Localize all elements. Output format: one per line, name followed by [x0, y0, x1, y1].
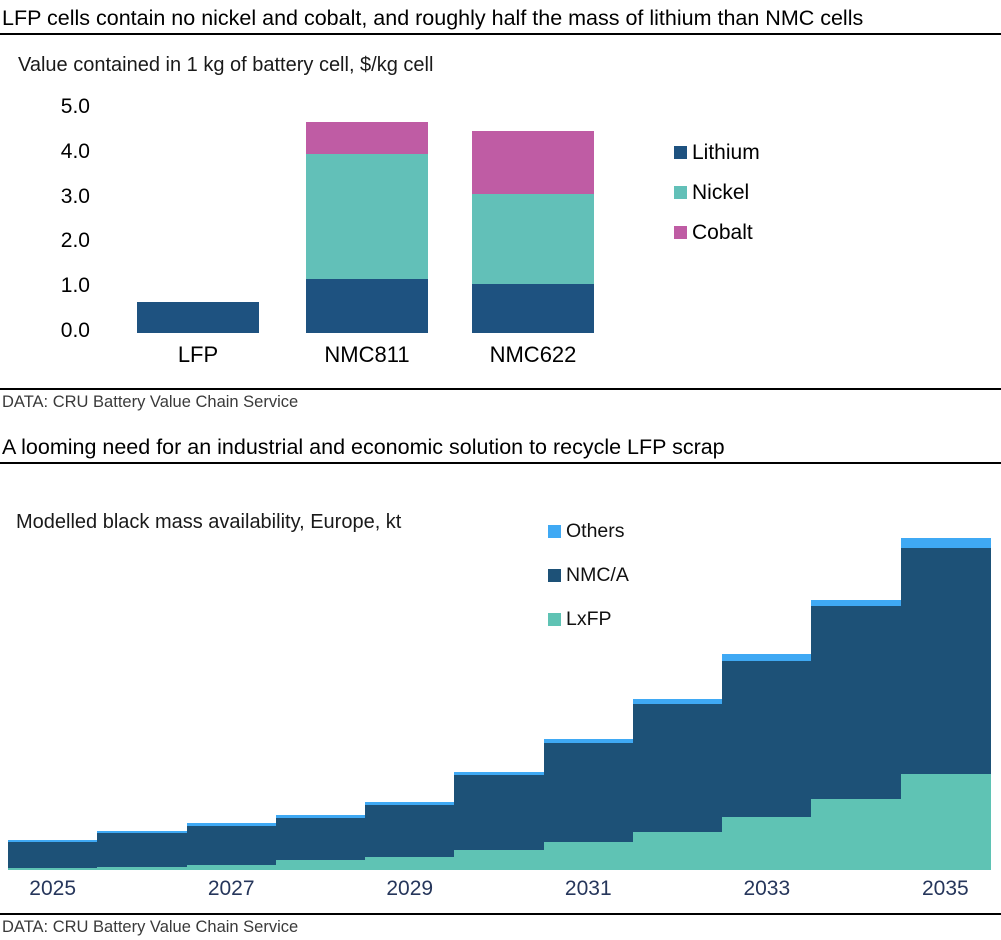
- chart2-xtick-2029: 2029: [386, 877, 434, 900]
- legend-label-lxfp: LxFP: [566, 608, 612, 630]
- chart2-plot-area: [8, 530, 991, 870]
- chart2-step-2033-Others: [722, 654, 813, 661]
- chart1-plot-area: [100, 109, 660, 333]
- chart2-step-2035-Others: [900, 537, 991, 548]
- chart2-legend: Others NMC/A LxFP: [548, 520, 629, 652]
- section2-bottom-rule: [0, 913, 1001, 915]
- chart2-step-2029-NMCA: [365, 805, 456, 857]
- chart2-step-2026-Others: [97, 831, 188, 833]
- chart2-step-2031-LxFP: [543, 842, 634, 870]
- others-swatch-icon: [548, 525, 561, 538]
- chart2-step-2032-Others: [632, 699, 723, 704]
- chart2-step-2031-Others: [543, 739, 634, 743]
- chart2-step-2033-NMCA: [722, 661, 813, 817]
- chart2-step-2032-LxFP: [632, 832, 723, 870]
- chart1-bar-NMC622-Lithium: [472, 283, 594, 333]
- chart1-xtick-NMC622: NMC622: [489, 342, 577, 367]
- lxfp-swatch-icon: [548, 613, 561, 626]
- cobalt-swatch-icon: [674, 226, 687, 239]
- chart2-x-axis: 2025 2027 2029 2031 2033 2035: [8, 877, 990, 901]
- section1-title-underline: [0, 33, 1001, 35]
- chart2-xtick-2027: 2027: [207, 877, 255, 900]
- legend-item-others: Others: [548, 520, 629, 543]
- chart2-step-2032-NMCA: [632, 704, 723, 832]
- legend-item-lithium: Lithium: [674, 141, 760, 164]
- chart1-ytick-4.0: 4.0: [60, 139, 90, 163]
- legend-item-lxfp: LxFP: [548, 608, 629, 631]
- chart2-step-2030-LxFP: [454, 850, 545, 870]
- nickel-swatch-icon: [674, 186, 687, 199]
- legend-label-others: Others: [566, 520, 625, 542]
- legend-item-cobalt: Cobalt: [674, 221, 760, 244]
- section1-title: LFP cells contain no nickel and cobalt, …: [2, 6, 864, 30]
- legend-label-nmca: NMC/A: [566, 564, 629, 586]
- chart2-xtick-2031: 2031: [564, 877, 612, 900]
- section2-source: DATA: CRU Battery Value Chain Service: [2, 918, 299, 936]
- chart2-step-2029-LxFP: [365, 857, 456, 870]
- chart1-bar-NMC622-Cobalt: [472, 131, 594, 195]
- chart2-step-2028-Others: [275, 815, 366, 818]
- legend-label-cobalt: Cobalt: [692, 221, 753, 244]
- chart1-bar-NMC811-Lithium: [306, 279, 428, 333]
- chart1-x-axis: LFP NMC811 NMC622: [100, 342, 660, 368]
- chart2-xtick-2035: 2035: [922, 877, 969, 900]
- chart2-step-2027-LxFP: [186, 865, 277, 870]
- chart2-step-2034-NMCA: [811, 606, 902, 799]
- chart2-subtitle: Modelled black mass availability, Europe…: [16, 511, 402, 533]
- legend-item-nickel: Nickel: [674, 181, 760, 204]
- chart2-step-2025-NMCA: [8, 842, 98, 868]
- chart1-legend: Lithium Nickel Cobalt: [674, 141, 760, 261]
- chart1-ytick-1.0: 1.0: [60, 274, 90, 298]
- section1-source: DATA: CRU Battery Value Chain Service: [2, 393, 299, 411]
- chart1-xtick-NMC811: NMC811: [324, 342, 410, 367]
- chart2-step-2026-LxFP: [97, 867, 188, 870]
- chart2-xtick-2025: 2025: [29, 877, 76, 900]
- chart2-step-2030-NMCA: [454, 775, 545, 850]
- chart1-ytick-0.0: 0.0: [60, 319, 90, 342]
- chart1-bar-NMC811-Nickel: [306, 153, 428, 280]
- legend-label-lithium: Lithium: [692, 141, 760, 164]
- chart2-step-2027-Others: [186, 823, 277, 826]
- chart1-bar-NMC622-Nickel: [472, 194, 594, 284]
- chart2-step-2027-NMCA: [186, 826, 277, 865]
- chart2-step-2028-NMCA: [275, 818, 366, 860]
- chart1-subtitle: Value contained in 1 kg of battery cell,…: [18, 54, 434, 76]
- chart2-step-2034-LxFP: [811, 799, 902, 870]
- chart1-ytick-2.0: 2.0: [60, 229, 90, 253]
- nmca-swatch-icon: [548, 569, 561, 582]
- section1-bottom-rule: [0, 388, 1001, 390]
- chart2-step-2030-Others: [454, 771, 545, 775]
- chart1-ytick-5.0: 5.0: [60, 95, 90, 118]
- chart2-step-2026-NMCA: [97, 833, 188, 867]
- chart2-step-2035-NMCA: [900, 548, 991, 774]
- legend-item-nmca: NMC/A: [548, 564, 629, 587]
- chart2-step-2034-Others: [811, 599, 902, 606]
- chart1-bar-NMC811-Cobalt: [306, 122, 428, 154]
- chart1-xtick-LFP: LFP: [177, 342, 219, 367]
- chart1-bar-LFP-Lithium: [137, 301, 259, 333]
- chart2-step-2035-LxFP: [900, 774, 991, 870]
- chart2-step-2029-Others: [365, 801, 456, 805]
- legend-label-nickel: Nickel: [692, 181, 750, 204]
- section2-title-underline: [0, 462, 1001, 464]
- chart2-step-2028-LxFP: [275, 860, 366, 870]
- chart1-y-axis: 0.0 1.0 2.0 3.0 4.0 5.0: [0, 95, 90, 342]
- chart2-step-2025-Others: [8, 839, 98, 842]
- chart2-step-2033-LxFP: [722, 817, 813, 870]
- lithium-swatch-icon: [674, 146, 687, 159]
- chart2-step-2025-LxFP: [8, 868, 98, 870]
- chart2-step-2031-NMCA: [543, 743, 634, 842]
- chart2-xtick-2033: 2033: [743, 877, 791, 900]
- section2-title: A looming need for an industrial and eco…: [2, 435, 725, 459]
- chart1-ytick-3.0: 3.0: [60, 184, 90, 208]
